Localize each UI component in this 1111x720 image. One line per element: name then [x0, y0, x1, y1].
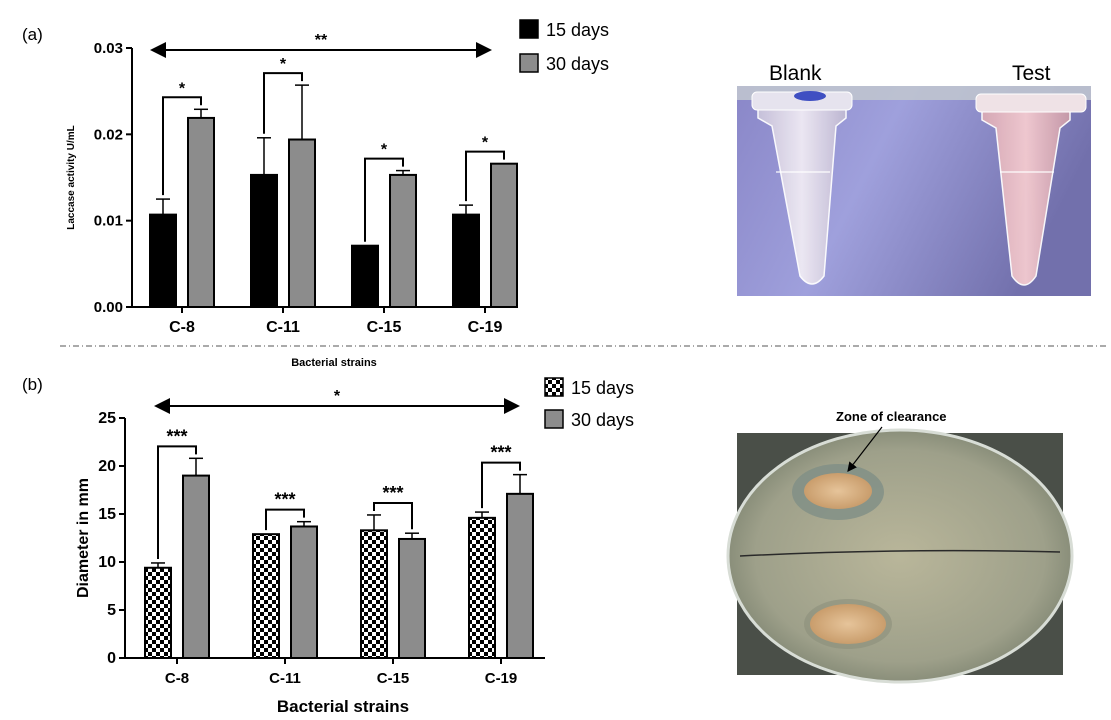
- legend-label: 15 days: [546, 20, 609, 40]
- legend-label: 30 days: [571, 410, 634, 430]
- chart-a: 0.00 0.01 0.02 0.03 Laccase activity U/mL Bac…: [66, 19, 609, 369]
- bar-15-days: [250, 173, 278, 308]
- significance-span-marker: **: [315, 32, 328, 49]
- x-tick-label: C-15: [367, 319, 402, 336]
- legend-label: 30 days: [546, 54, 609, 74]
- significance-bracket: [157, 445, 197, 559]
- colony-bottom: [810, 604, 886, 644]
- bar-30-days: [389, 173, 417, 308]
- photo-petri-plate: Zone of clearance: [726, 409, 1074, 684]
- significance-marker: *: [280, 56, 287, 73]
- y-tick-label: 15: [98, 506, 116, 523]
- y-tick-label: 25: [98, 410, 116, 427]
- y-tick-label: 0.03: [94, 40, 123, 57]
- bar-30-days: [187, 116, 215, 309]
- x-tick-label: C-8: [169, 319, 195, 336]
- significance-marker: *: [381, 142, 388, 159]
- y-tick-label: 0.00: [94, 299, 123, 316]
- bar-15-days: [252, 533, 280, 659]
- bar-15-days: [144, 566, 172, 660]
- bar-15-days: [149, 213, 177, 308]
- significance-marker: ***: [274, 490, 295, 510]
- test-tube: [975, 93, 1087, 286]
- x-axis-label: Bacterial strains: [277, 697, 409, 716]
- legend-swatch: [519, 53, 539, 73]
- petri-dish: [726, 428, 1074, 684]
- panel-label-a: (a): [22, 25, 43, 44]
- legend-swatch: [544, 409, 564, 429]
- significance-bracket: [481, 461, 521, 509]
- blank-tube: [751, 91, 853, 285]
- y-axis-label: Laccase activity U/mL: [66, 125, 77, 230]
- significance-marker: ***: [382, 483, 403, 503]
- y-tick-label: 5: [107, 602, 116, 619]
- bar-30-days: [290, 525, 318, 659]
- bar-30-days: [398, 537, 426, 660]
- significance-bracket: [373, 501, 413, 530]
- significance-bracket: [162, 96, 202, 196]
- x-tick-label: C-8: [165, 670, 189, 687]
- x-tick-label: C-19: [468, 319, 503, 336]
- significance-span-marker: *: [334, 388, 341, 405]
- panel-label-b: (b): [22, 375, 43, 394]
- photo-label-test: Test: [1012, 62, 1051, 85]
- y-tick-label: 10: [98, 554, 116, 571]
- bar-15-days: [468, 516, 496, 660]
- bar-30-days: [506, 492, 534, 659]
- legend-label: 15 days: [571, 378, 634, 398]
- bar-30-days: [182, 474, 210, 659]
- y-tick-label: 0.01: [94, 213, 123, 230]
- bar-15-days: [360, 529, 388, 660]
- significance-marker: ***: [166, 426, 187, 446]
- x-tick-label: C-11: [269, 670, 301, 687]
- significance-marker: *: [179, 80, 186, 97]
- significance-marker: *: [482, 135, 489, 152]
- y-tick-label: 0.02: [94, 126, 123, 143]
- y-axis-label: Diameter in mm: [75, 478, 92, 598]
- bar-15-days: [351, 244, 379, 309]
- bar-30-days: [288, 138, 316, 308]
- x-tick-label: C-11: [266, 319, 300, 336]
- zone-of-clearance-label: Zone of clearance: [836, 409, 947, 424]
- x-tick-label: C-19: [485, 670, 518, 687]
- photo-tubes: Blank Test: [737, 62, 1091, 296]
- significance-bracket: [364, 157, 404, 242]
- chart-b: 0 5 10 15 20 25 Diameter in mm Bacterial strain…: [75, 377, 634, 716]
- zone-of-clearance-arrow: [847, 426, 883, 472]
- significance-bracket: [265, 508, 305, 531]
- legend-swatch: [519, 19, 539, 39]
- colony-top: [804, 473, 872, 509]
- photo-label-blank: Blank: [769, 62, 822, 85]
- bar-15-days: [452, 213, 480, 308]
- significance-marker: ***: [490, 443, 511, 463]
- significance-bracket: [263, 72, 303, 134]
- legend-swatch: [544, 377, 564, 397]
- x-axis-label: Bacterial strains: [291, 357, 377, 369]
- y-tick-label: 20: [98, 458, 116, 475]
- bar-30-days: [490, 162, 518, 308]
- y-tick-label: 0: [107, 650, 116, 667]
- significance-bracket: [465, 150, 505, 202]
- x-tick-label: C-15: [377, 670, 410, 687]
